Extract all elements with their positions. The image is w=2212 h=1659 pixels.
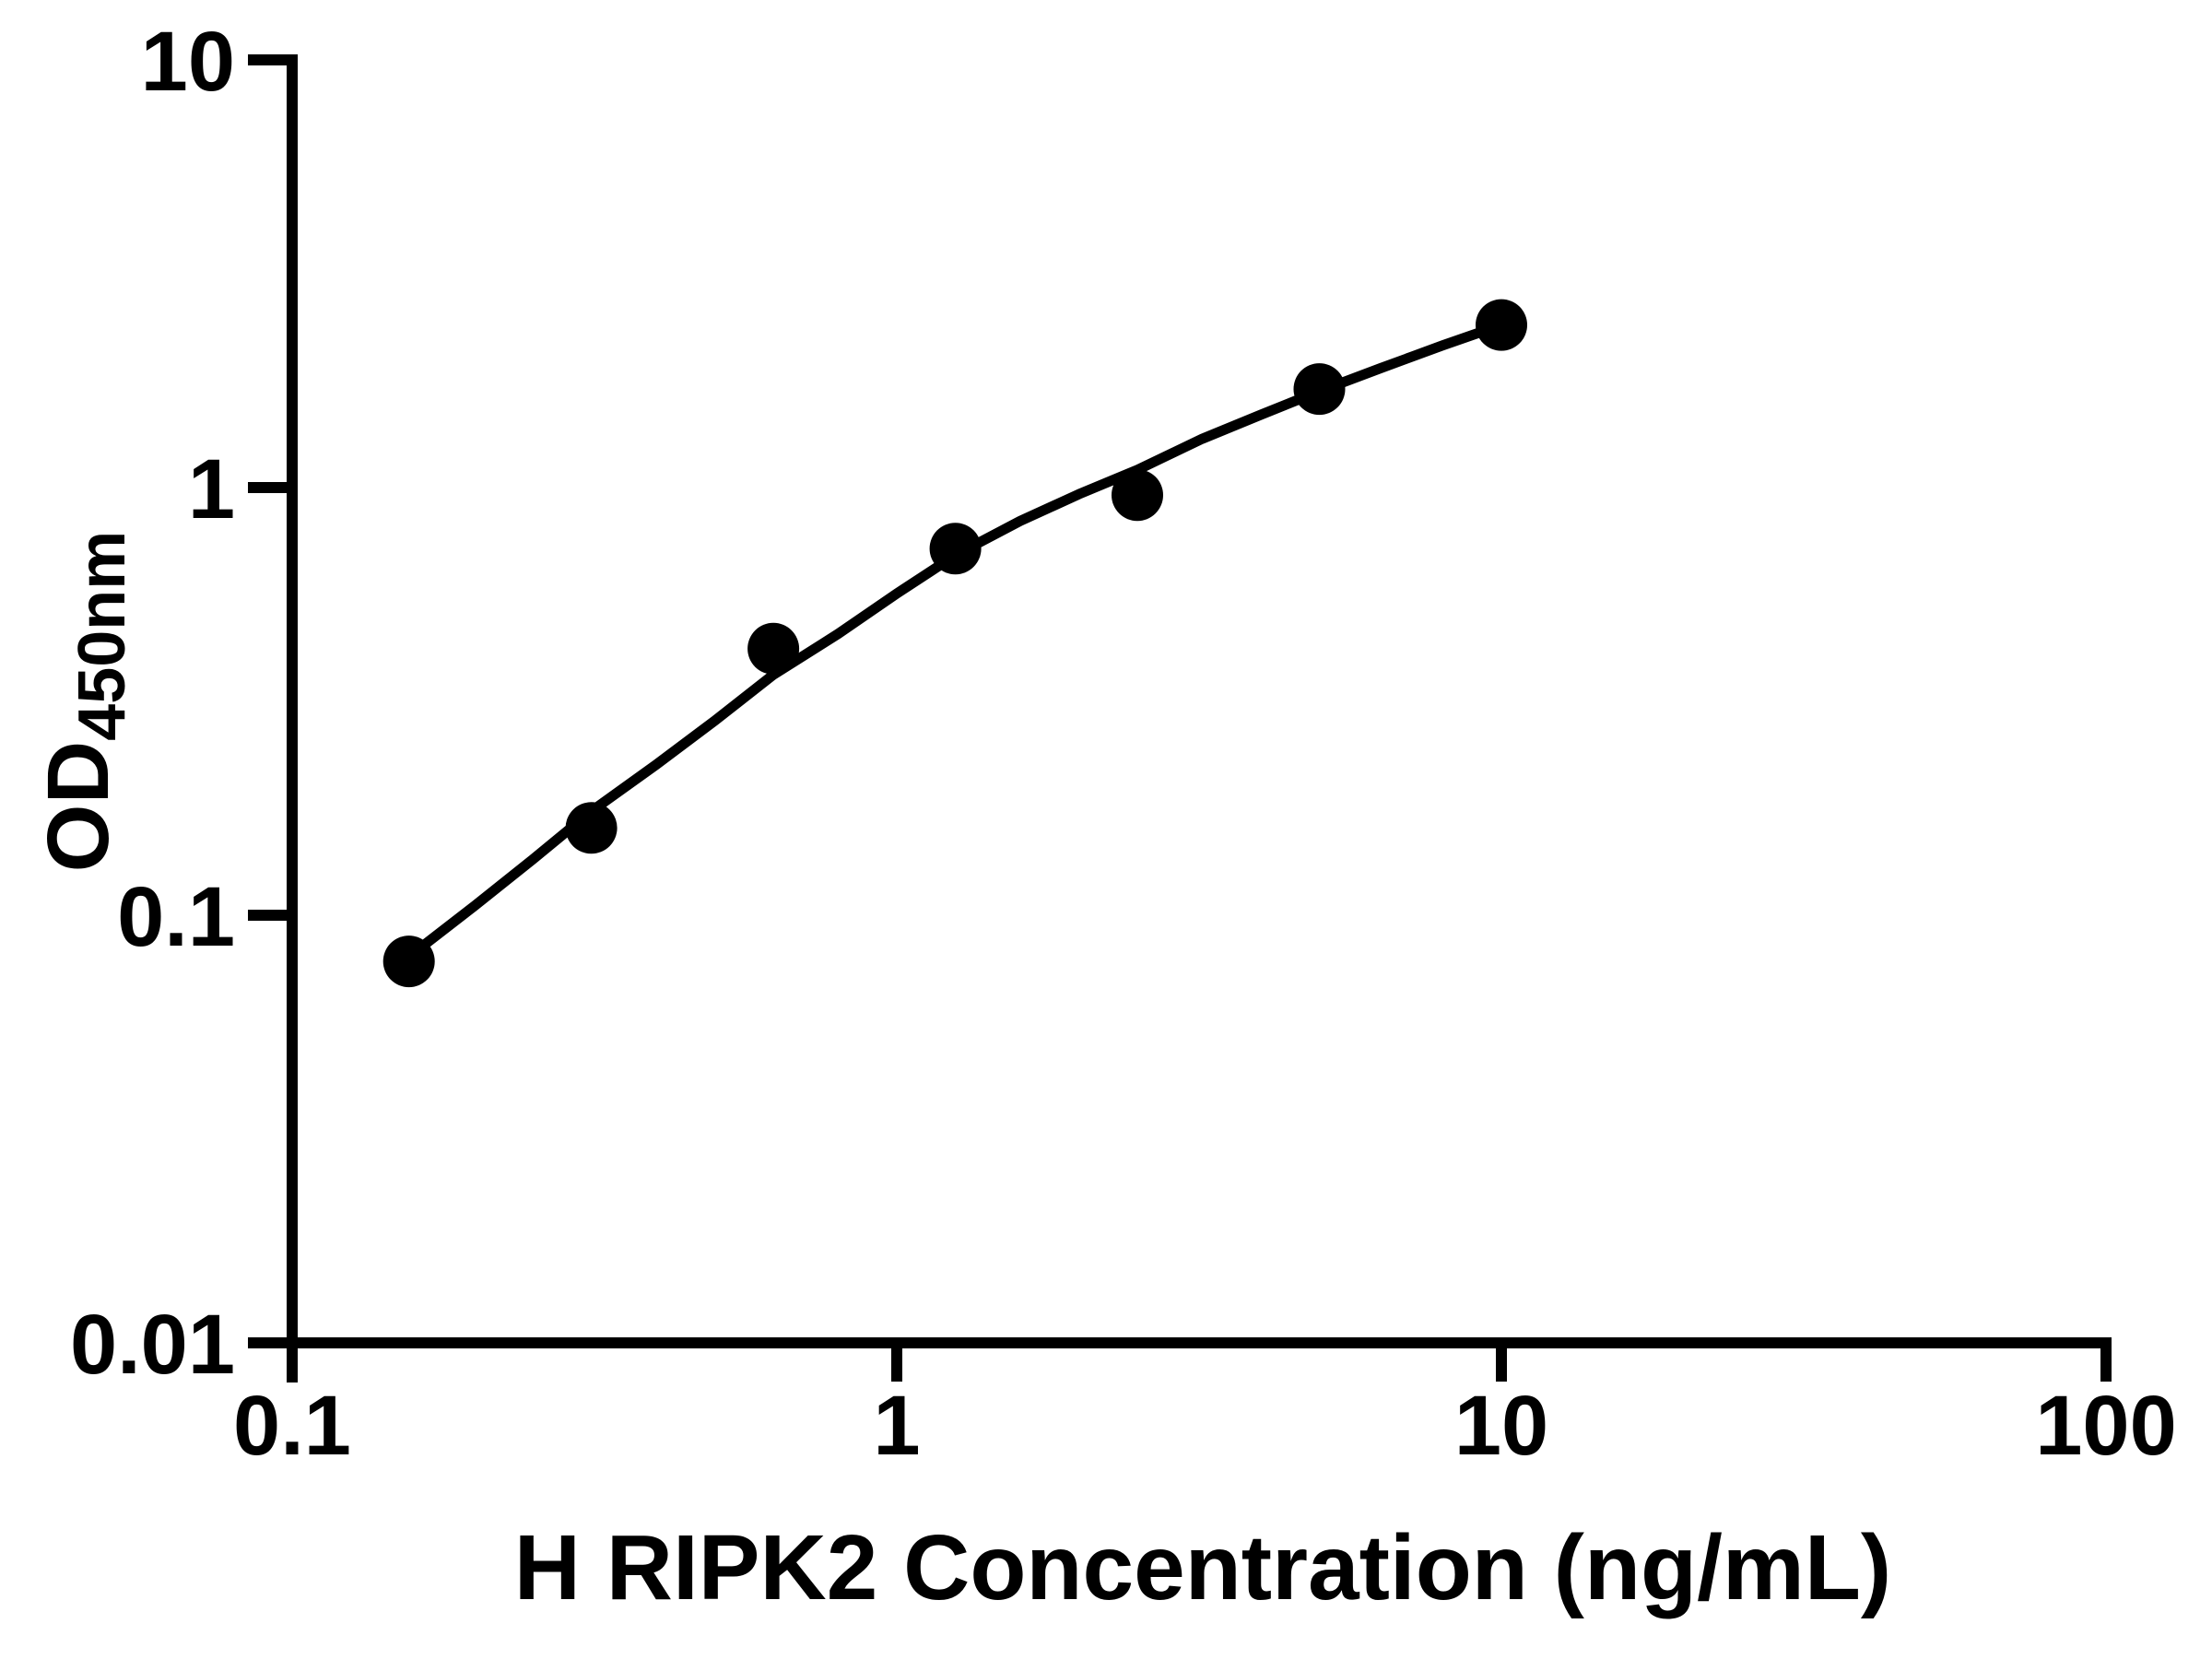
data-point <box>1293 363 1346 416</box>
y-axis-title: OD450nm <box>29 531 139 873</box>
y-tick-label: 0.01 <box>70 1298 235 1392</box>
x-axis-title: H RIPK2 Concentration (ng/mL) <box>514 1516 1891 1619</box>
data-point <box>929 523 982 575</box>
fit-curve <box>404 320 1507 962</box>
data-point <box>747 622 800 675</box>
y-axis-title-subscript: 450nm <box>65 531 139 741</box>
y-tick-label: 10 <box>141 15 235 109</box>
y-tick-label: 0.1 <box>117 870 235 964</box>
data-point <box>565 802 618 854</box>
data-point <box>1112 469 1163 522</box>
data-point <box>382 935 435 988</box>
x-tick-label: 1 <box>873 1379 920 1473</box>
x-tick-label: 10 <box>1454 1379 1548 1473</box>
x-tick-label: 0.1 <box>233 1379 351 1473</box>
data-point <box>1476 299 1527 351</box>
y-tick-label: 1 <box>188 442 235 536</box>
x-tick-label: 100 <box>2035 1379 2177 1473</box>
